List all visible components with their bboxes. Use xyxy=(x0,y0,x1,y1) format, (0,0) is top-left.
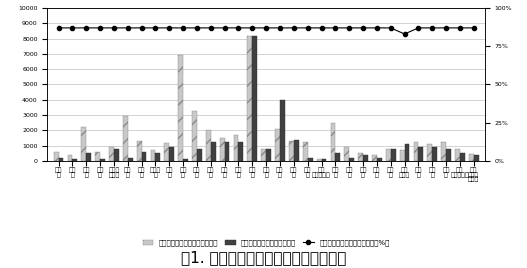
Bar xyxy=(252,36,257,161)
Bar xyxy=(358,153,363,161)
Bar xyxy=(178,55,183,161)
Bar xyxy=(294,140,299,161)
Bar xyxy=(432,147,437,161)
Bar xyxy=(405,144,409,161)
Bar xyxy=(377,158,382,161)
Bar xyxy=(308,158,313,161)
Bar xyxy=(155,153,160,161)
Bar xyxy=(100,158,105,161)
Bar xyxy=(289,141,294,161)
Bar xyxy=(109,147,114,161)
Bar xyxy=(446,149,451,161)
Bar xyxy=(399,150,405,161)
Bar xyxy=(123,117,128,161)
Bar xyxy=(266,149,271,161)
Bar xyxy=(67,155,72,161)
Bar xyxy=(197,148,202,161)
Bar xyxy=(248,36,252,161)
Bar xyxy=(275,129,280,161)
Bar xyxy=(86,153,91,161)
Bar xyxy=(460,153,465,161)
Bar xyxy=(261,148,266,161)
Bar xyxy=(349,158,354,161)
Bar xyxy=(151,150,155,161)
Bar xyxy=(330,123,335,161)
Bar xyxy=(469,154,474,161)
Bar xyxy=(321,158,326,161)
Bar xyxy=(474,155,479,161)
Bar xyxy=(220,138,225,161)
Bar xyxy=(372,155,377,161)
Bar xyxy=(128,158,133,161)
Bar xyxy=(303,143,308,161)
Bar xyxy=(169,147,174,161)
Bar xyxy=(317,158,321,161)
Text: 图1. 新建工程签署委托书、承诺书情况: 图1. 新建工程签署委托书、承诺书情况 xyxy=(181,250,346,265)
Bar xyxy=(280,100,285,161)
Bar xyxy=(418,147,423,161)
Bar xyxy=(206,130,211,161)
Bar xyxy=(183,158,188,161)
Bar xyxy=(58,158,63,161)
Bar xyxy=(414,143,418,161)
Bar xyxy=(211,143,216,161)
Bar xyxy=(233,135,238,161)
Bar xyxy=(335,153,340,161)
Legend: 应签发委托书承诺书工程（套）, 未签署「双书」的工程（套）, 新建工程「双书」未签署比率（%）: 应签发委托书承诺书工程（套）, 未签署「双书」的工程（套）, 新建工程「双书」未… xyxy=(140,237,393,249)
Bar xyxy=(114,148,119,161)
Bar xyxy=(54,152,58,161)
Bar xyxy=(441,143,446,161)
Bar xyxy=(192,111,197,161)
Bar xyxy=(344,147,349,161)
Bar xyxy=(363,155,368,161)
Bar xyxy=(136,141,142,161)
Bar xyxy=(164,143,169,161)
Bar xyxy=(455,148,460,161)
Bar xyxy=(238,143,243,161)
Bar xyxy=(386,148,391,161)
Bar xyxy=(72,158,77,161)
Bar xyxy=(225,143,229,161)
Bar xyxy=(142,152,147,161)
Bar xyxy=(95,152,100,161)
Bar xyxy=(81,127,86,161)
Bar xyxy=(391,148,396,161)
Bar xyxy=(427,144,432,161)
